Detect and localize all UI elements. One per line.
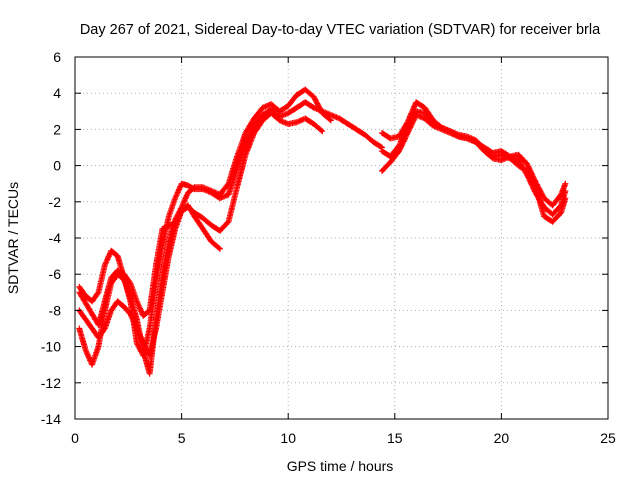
y-tick-label: -2 [49, 194, 62, 210]
gridlines [75, 57, 608, 419]
y-tick-label: -14 [41, 411, 61, 427]
series-track-3 [76, 110, 326, 328]
y-tick-label: -6 [49, 266, 62, 282]
y-axis-label: SDTVAR / TECUs [5, 182, 21, 294]
y-tick-label: -10 [41, 339, 61, 355]
x-tick-label: 5 [178, 430, 186, 446]
chart-title: Day 267 of 2021, Sidereal Day-to-day VTE… [80, 22, 601, 38]
x-tick-label: 25 [600, 430, 616, 446]
y-tick-label: 0 [53, 158, 61, 174]
x-axis-label: GPS time / hours [287, 458, 394, 474]
y-tick-label: -8 [49, 302, 62, 318]
x-tick-label: 20 [494, 430, 510, 446]
series-track-2 [76, 99, 386, 359]
data-points [76, 86, 569, 377]
series-track-7 [379, 108, 569, 225]
y-tick-label: -4 [49, 230, 62, 246]
series-points [379, 108, 569, 225]
axis-ticks: 0 5 10 15 20 25 -14 -12 -10 -8 -6 -4 -2 0 2 4 6 [41, 49, 616, 446]
y-tick-label: 2 [53, 121, 61, 137]
plot-frame [74, 56, 609, 420]
series-points [76, 99, 386, 359]
x-tick-label: 15 [387, 430, 403, 446]
x-tick-label: 0 [71, 430, 79, 446]
y-tick-label: 6 [53, 49, 61, 65]
series-points [76, 110, 326, 328]
x-tick-label: 10 [280, 430, 296, 446]
y-tick-label: -12 [41, 375, 61, 391]
y-tick-label: 4 [53, 85, 61, 101]
